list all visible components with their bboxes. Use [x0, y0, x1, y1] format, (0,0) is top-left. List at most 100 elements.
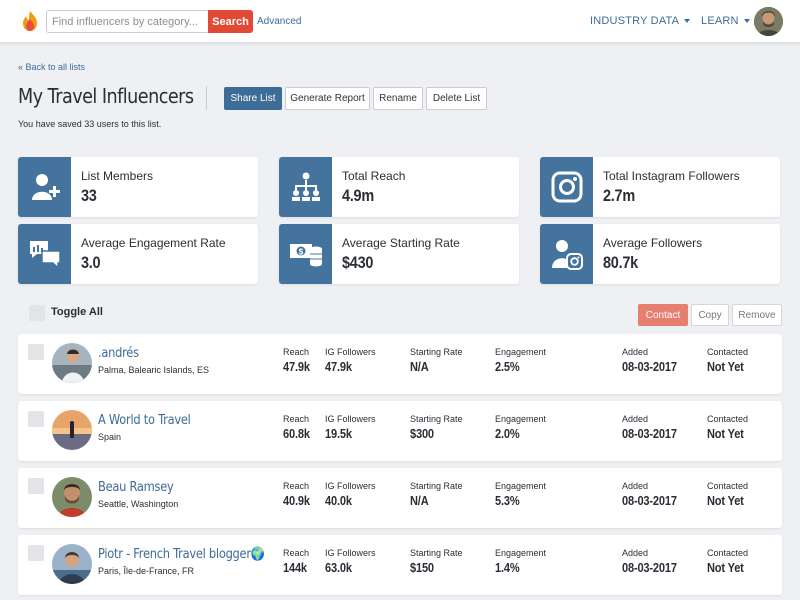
generate-report-button[interactable]: Generate Report — [285, 87, 370, 110]
engagement-value: 2.5% — [495, 359, 520, 374]
remove-button[interactable]: Remove — [732, 304, 782, 326]
stat-card-list-members: List Members 33 — [18, 157, 258, 217]
contacted-value: Not Yet — [707, 359, 744, 374]
influencer-location: Seattle, Washington — [98, 499, 179, 509]
instagram-icon — [540, 157, 593, 217]
back-to-lists-link[interactable]: « Back to all lists — [18, 62, 86, 72]
contacted-label: Contacted — [707, 481, 749, 491]
influencer-row[interactable]: Piotr - French Travel blogger🌍 Paris, Îl… — [18, 535, 782, 595]
reach-label: Reach — [283, 347, 310, 357]
reach-value: 144k — [283, 560, 307, 575]
row-checkbox[interactable] — [28, 545, 44, 561]
starting-rate-value: $150 — [410, 560, 434, 575]
row-checkbox[interactable] — [28, 478, 44, 494]
advanced-search-link[interactable]: Advanced — [257, 16, 302, 27]
search-input[interactable] — [46, 10, 208, 33]
added-label: Added — [622, 548, 649, 558]
ig-followers-value: 63.0k — [325, 560, 352, 575]
reach-value: 40.9k — [283, 493, 310, 508]
starting-rate-label: Starting Rate — [410, 481, 463, 491]
starting-rate-value: $300 — [410, 426, 434, 441]
org-chart-icon — [279, 157, 332, 217]
row-checkbox[interactable] — [28, 411, 44, 427]
stat-value: 4.9m — [342, 186, 374, 205]
influencer-name[interactable]: Piotr - French Travel blogger🌍 — [98, 547, 265, 562]
avatar[interactable] — [52, 343, 92, 383]
ig-followers-label: IG Followers — [325, 481, 376, 491]
chat-bubbles-icon — [18, 224, 71, 284]
stat-card-avg-starting-rate: $ Average Starting Rate $430 — [279, 224, 519, 284]
stat-value: 80.7k — [603, 253, 638, 272]
contacted-value: Not Yet — [707, 426, 744, 441]
stat-label: Average Followers — [603, 236, 703, 250]
contacted-label: Contacted — [707, 414, 749, 424]
title-divider — [206, 86, 207, 110]
flame-logo-icon[interactable] — [20, 10, 40, 32]
starting-rate-label: Starting Rate — [410, 548, 463, 558]
nav-learn[interactable]: LEARN — [701, 15, 750, 27]
money-icon: $ — [279, 224, 332, 284]
engagement-label: Engagement — [495, 548, 547, 558]
added-label: Added — [622, 414, 649, 424]
ig-followers-label: IG Followers — [325, 414, 376, 424]
added-label: Added — [622, 347, 649, 357]
follower-instagram-icon — [540, 224, 593, 284]
caret-down-icon — [743, 19, 750, 24]
reach-value: 60.8k — [283, 426, 310, 441]
top-navbar: Search Advanced INDUSTRY DATA LEARN — [0, 0, 800, 43]
search-button[interactable]: Search — [208, 10, 253, 33]
stat-label: List Members — [81, 169, 154, 183]
stat-card-avg-followers: Average Followers 80.7k — [540, 224, 780, 284]
stat-value: 2.7m — [603, 186, 635, 205]
svg-text:$: $ — [299, 248, 304, 257]
stat-value: 3.0 — [81, 253, 101, 272]
influencer-location: Paris, Île-de-France, FR — [98, 566, 195, 576]
contact-button[interactable]: Contact — [638, 304, 688, 326]
toggle-all-label[interactable]: Toggle All — [51, 306, 103, 318]
toggle-all-checkbox[interactable] — [29, 305, 45, 321]
influencer-row[interactable]: A World to Travel Spain Reach 60.8k IG F… — [18, 401, 782, 461]
engagement-label: Engagement — [495, 347, 547, 357]
influencer-name[interactable]: A World to Travel — [98, 413, 191, 428]
added-value: 08-03-2017 — [622, 426, 677, 441]
added-label: Added — [622, 481, 649, 491]
stat-label: Average Starting Rate — [342, 236, 460, 250]
nav-industry-data[interactable]: INDUSTRY DATA — [590, 15, 691, 27]
influencer-row[interactable]: .andrés Palma, Balearic Islands, ES Reac… — [18, 334, 782, 394]
ig-followers-value: 40.0k — [325, 493, 352, 508]
rename-button[interactable]: Rename — [373, 87, 423, 110]
influencer-location: Spain — [98, 432, 122, 442]
row-checkbox[interactable] — [28, 344, 44, 360]
added-value: 08-03-2017 — [622, 359, 677, 374]
influencer-row[interactable]: Beau Ramsey Seattle, Washington Reach 40… — [18, 468, 782, 528]
copy-button[interactable]: Copy — [691, 304, 729, 326]
engagement-value: 2.0% — [495, 426, 520, 441]
delete-list-button[interactable]: Delete List — [426, 87, 487, 110]
reach-label: Reach — [283, 548, 310, 558]
engagement-value: 1.4% — [495, 560, 520, 575]
influencer-name[interactable]: Beau Ramsey — [98, 480, 174, 495]
added-value: 08-03-2017 — [622, 493, 677, 508]
avatar[interactable] — [52, 477, 92, 517]
stat-label: Total Instagram Followers — [603, 169, 740, 183]
influencer-name[interactable]: .andrés — [98, 346, 139, 361]
caret-down-icon — [684, 19, 691, 24]
starting-rate-label: Starting Rate — [410, 347, 463, 357]
ig-followers-label: IG Followers — [325, 347, 376, 357]
nav-industry-data-label: INDUSTRY DATA — [590, 15, 680, 27]
ig-followers-label: IG Followers — [325, 548, 376, 558]
page-title: My Travel Influencers — [18, 84, 194, 108]
stat-label: Average Engagement Rate — [81, 236, 226, 250]
influencer-location: Palma, Balearic Islands, ES — [98, 365, 210, 375]
share-list-button[interactable]: Share List — [224, 87, 282, 110]
stat-value: $430 — [342, 253, 374, 272]
user-avatar[interactable] — [754, 7, 783, 36]
nav-learn-label: LEARN — [701, 15, 739, 27]
stat-card-total-reach: Total Reach 4.9m — [279, 157, 519, 217]
avatar[interactable] — [52, 410, 92, 450]
avatar[interactable] — [52, 544, 92, 584]
stat-value: 33 — [81, 186, 97, 205]
reach-label: Reach — [283, 481, 310, 491]
reach-value: 47.9k — [283, 359, 310, 374]
engagement-label: Engagement — [495, 481, 547, 491]
